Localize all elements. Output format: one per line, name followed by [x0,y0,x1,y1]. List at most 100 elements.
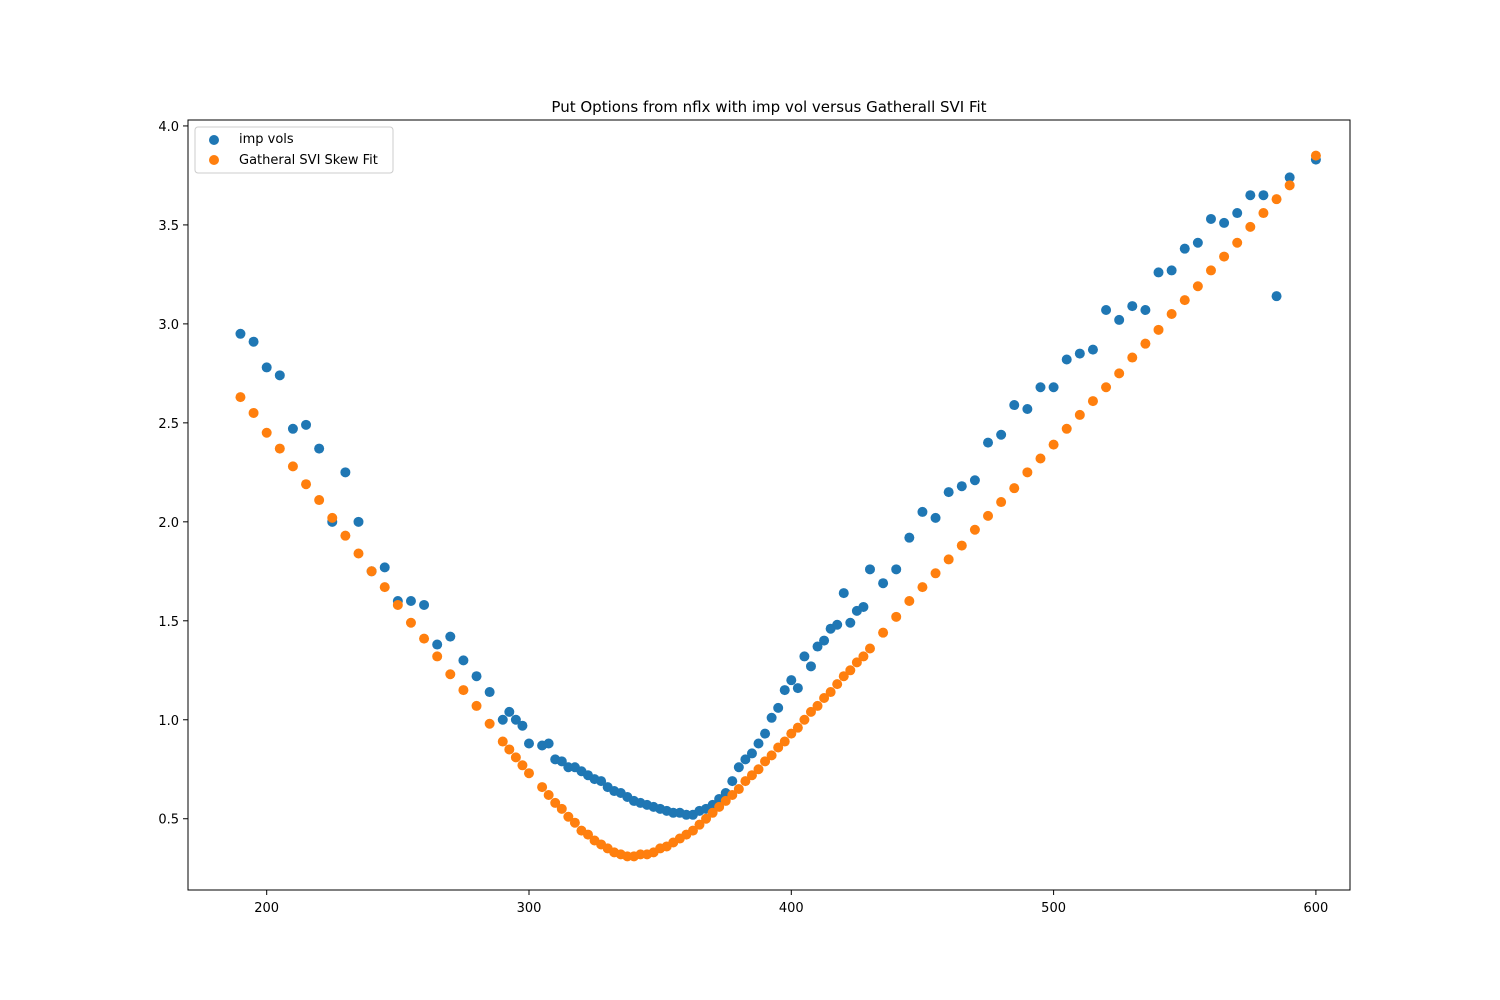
imp-vol-point [917,506,928,517]
svi-fit-point [779,736,790,747]
imp-vol-point [504,706,515,717]
svi-fit-point [727,789,738,800]
imp-vol-point [379,562,390,573]
imp-vol-point [805,661,816,672]
imp-vol-point [261,362,272,373]
points-layer [235,150,1321,862]
imp-vol-point [405,596,416,607]
svi-fit-point [766,750,777,761]
svi-fit-point [687,825,698,836]
svi-fit-point [340,530,351,541]
legend: imp vols Gatheral SVI Skew Fit [194,126,394,174]
svi-fit-point [504,744,515,755]
imp-vol-point [274,370,285,381]
imp-vol-point [904,532,915,543]
svi-fit-point [248,407,259,418]
imp-vol-point [760,728,771,739]
y-tick-label: 2.0 [158,516,179,531]
imp-vol-point [1022,403,1033,414]
svi-fit-point [445,669,456,680]
svi-fit-point [701,813,712,824]
svi-fit-point [287,461,298,472]
svi-fit-point [235,392,246,403]
svi-fit-point [510,752,521,763]
imp-vol-point [1219,217,1230,228]
imp-vol-point [786,675,797,686]
y-tick-label: 3.5 [158,219,179,234]
imp-vol-point [996,429,1007,440]
svi-fit-point [832,679,843,690]
svi-fit-point [996,497,1007,508]
svi-fit-point [930,568,941,579]
svi-fit-point [1179,295,1190,306]
imp-vol-point [1284,172,1295,183]
svi-fit-point [825,687,836,698]
svi-fit-point [1114,368,1125,379]
imp-vol-point [1245,190,1256,201]
imp-vol-point [733,762,744,773]
svi-fit-point [845,665,856,676]
svi-fit-point [1022,467,1033,478]
imp-vol-point [1035,382,1046,393]
svi-fit-point [864,643,875,654]
svi-fit-point [1101,382,1112,393]
chart-title: Put Options from nflx with imp vol versu… [551,98,986,116]
svi-fit-point [786,728,797,739]
svi-fit-point [805,706,816,717]
svi-fit-point [956,540,967,551]
svi-fit-point [753,764,764,775]
svi-fit-point [799,714,810,725]
y-tick-label: 1.0 [158,714,179,729]
imp-vol-point [484,687,495,698]
svi-fit-point [858,651,869,662]
svi-fit-point [1061,423,1072,434]
imp-vol-point [1258,190,1269,201]
imp-vol-point [432,639,443,650]
imp-vol-point [556,756,567,767]
imp-vol-point [1140,305,1151,316]
imp-vol-point [779,685,790,696]
y-tick-label: 3.0 [158,318,179,333]
imp-vol-point [340,467,351,478]
x-tick-label: 600 [1303,901,1328,916]
imp-vol-point [353,516,364,527]
svi-fit-point [1205,265,1216,276]
legend-marker-imp-vols [209,135,219,145]
imp-vol-point [1232,208,1243,219]
svi-fit-point [517,760,528,771]
svi-fit-point [707,807,718,818]
svi-fit-point [261,427,272,438]
svi-fit-point [904,596,915,607]
x-tick-label: 200 [254,901,279,916]
svi-fit-point [419,633,430,644]
series-1 [235,150,1321,862]
y-tick-label: 0.5 [158,813,179,828]
y-axis: 0.5 1.0 1.5 2.0 2.5 3.0 3.5 4.0 [158,120,188,828]
svi-fit-point [550,797,561,808]
plot-frame [187,119,1351,891]
svi-fit-point [392,599,403,610]
imp-vol-point [799,651,810,662]
imp-vol-point [1061,354,1072,365]
imp-vol-point [1087,344,1098,355]
y-tick-label: 1.5 [158,615,179,630]
svi-fit-point [891,611,902,622]
svi-fit-point [773,742,784,753]
x-tick-label: 300 [517,901,542,916]
imp-vol-point [983,437,994,448]
svi-fit-point [733,784,744,795]
svi-fit-point [1219,251,1230,262]
imp-vol-point [471,671,482,682]
svi-fit-point [314,495,325,506]
imp-vol-point [864,564,875,575]
svi-fit-point [1035,453,1046,464]
svi-fit-point [563,811,574,822]
svi-fit-point [1232,237,1243,248]
legend-label-svi-fit: Gatheral SVI Skew Fit [239,153,378,168]
svi-fit-point [1271,194,1282,205]
imp-vol-point [845,617,856,628]
x-axis: 200 300 400 500 600 [254,890,1328,916]
imp-vol-point [838,588,849,599]
x-tick-label: 500 [1041,901,1066,916]
